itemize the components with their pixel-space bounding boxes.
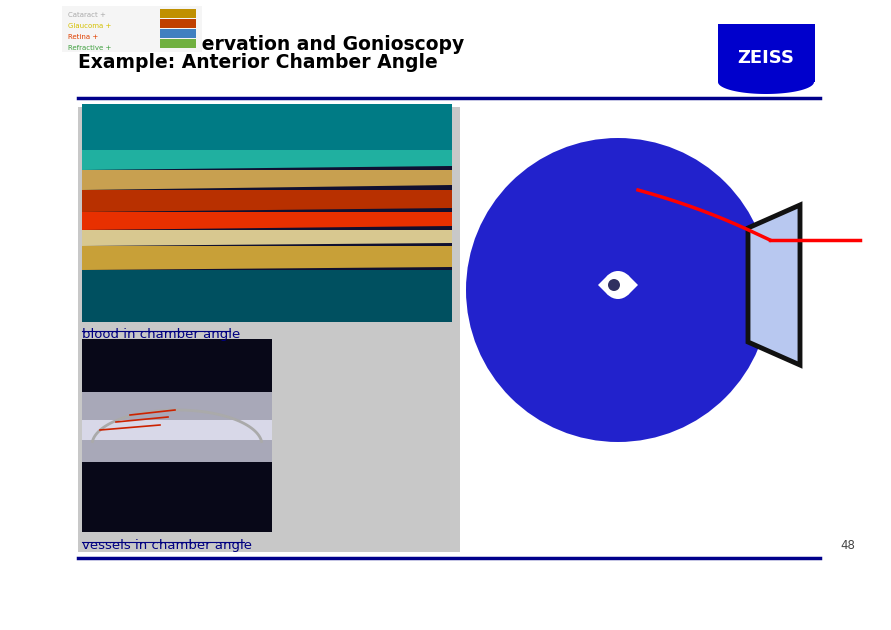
- Text: 48: 48: [840, 539, 855, 552]
- Polygon shape: [82, 104, 452, 150]
- Text: Example: Anterior Chamber Angle: Example: Anterior Chamber Angle: [78, 53, 437, 72]
- Text: blood in chamber angle: blood in chamber angle: [82, 328, 241, 341]
- Polygon shape: [748, 205, 800, 365]
- Text: Refractive +: Refractive +: [68, 45, 111, 51]
- Polygon shape: [82, 246, 452, 270]
- Bar: [718, 24, 815, 82]
- Polygon shape: [598, 272, 638, 298]
- Polygon shape: [82, 150, 452, 170]
- Bar: [62, 6, 202, 52]
- Bar: [160, 9, 196, 18]
- Text: Cataract +: Cataract +: [68, 12, 106, 18]
- Bar: [82, 339, 272, 532]
- Text: vessels in chamber angle: vessels in chamber angle: [82, 539, 252, 552]
- Circle shape: [604, 271, 632, 299]
- Circle shape: [466, 138, 770, 442]
- Text: Glaucoma +: Glaucoma +: [68, 23, 111, 29]
- Text: ZEISS: ZEISS: [738, 49, 795, 67]
- Bar: [82, 392, 272, 462]
- Polygon shape: [718, 82, 815, 94]
- Polygon shape: [82, 170, 452, 190]
- Bar: [160, 19, 196, 28]
- Bar: [160, 29, 196, 38]
- Circle shape: [608, 279, 620, 291]
- Bar: [160, 39, 196, 48]
- Polygon shape: [82, 230, 452, 246]
- Bar: [82, 420, 272, 440]
- Polygon shape: [82, 190, 452, 212]
- Text: Retina +: Retina +: [68, 34, 98, 40]
- Polygon shape: [82, 270, 452, 322]
- Bar: [78, 107, 460, 552]
- Bar: [82, 104, 452, 322]
- Polygon shape: [82, 212, 452, 230]
- Text: Fundus Observation and Gonioscopy: Fundus Observation and Gonioscopy: [78, 35, 464, 54]
